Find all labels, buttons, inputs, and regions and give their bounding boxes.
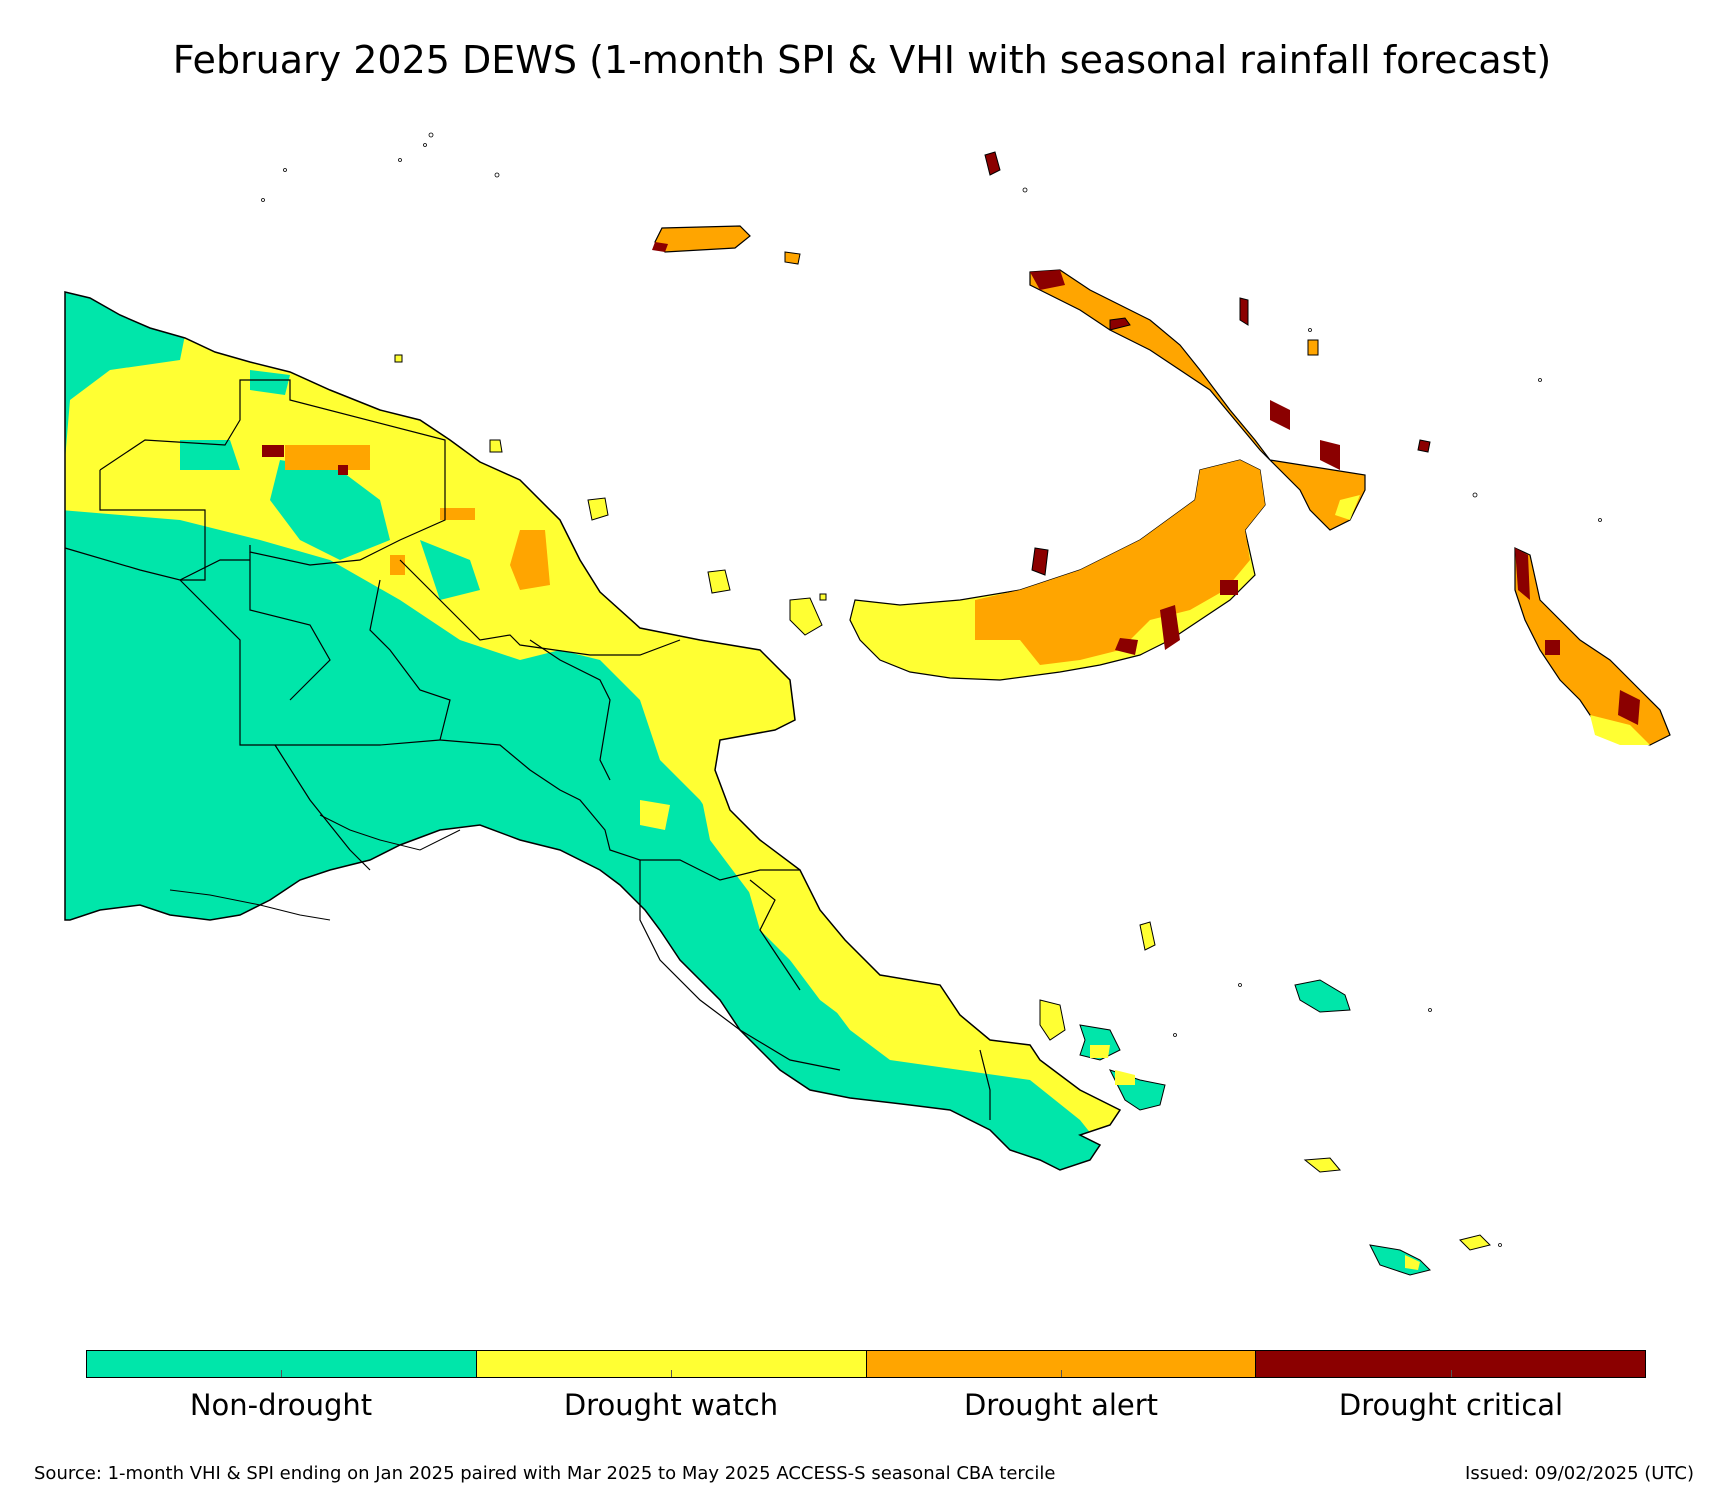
mainland-fill [65,292,1120,1170]
drought-map [64,132,1671,1276]
legend-label-non-drought: Non-drought [189,1388,373,1422]
legend-label-drought-alert: Drought alert [963,1388,1159,1422]
source-note: Source: 1-month VHI & SPI ending on Jan … [34,1463,1056,1484]
legend-swatch-drought-alert [865,1351,1256,1377]
legend-swatch-drought-critical [1255,1351,1645,1377]
issued-date: Issued: 09/02/2025 (UTC) [1465,1463,1694,1484]
province-boundaries [64,379,991,1120]
legend-swatch-non-drought [87,1351,476,1377]
legend-colorbar [86,1350,1646,1378]
map-title: February 2025 DEWS (1-month SPI & VHI wi… [172,38,1552,82]
legend-label-drought-watch: Drought watch [563,1388,779,1422]
legend-label-drought-critical: Drought critical [1338,1388,1564,1422]
legend-swatch-drought-watch [475,1351,866,1377]
